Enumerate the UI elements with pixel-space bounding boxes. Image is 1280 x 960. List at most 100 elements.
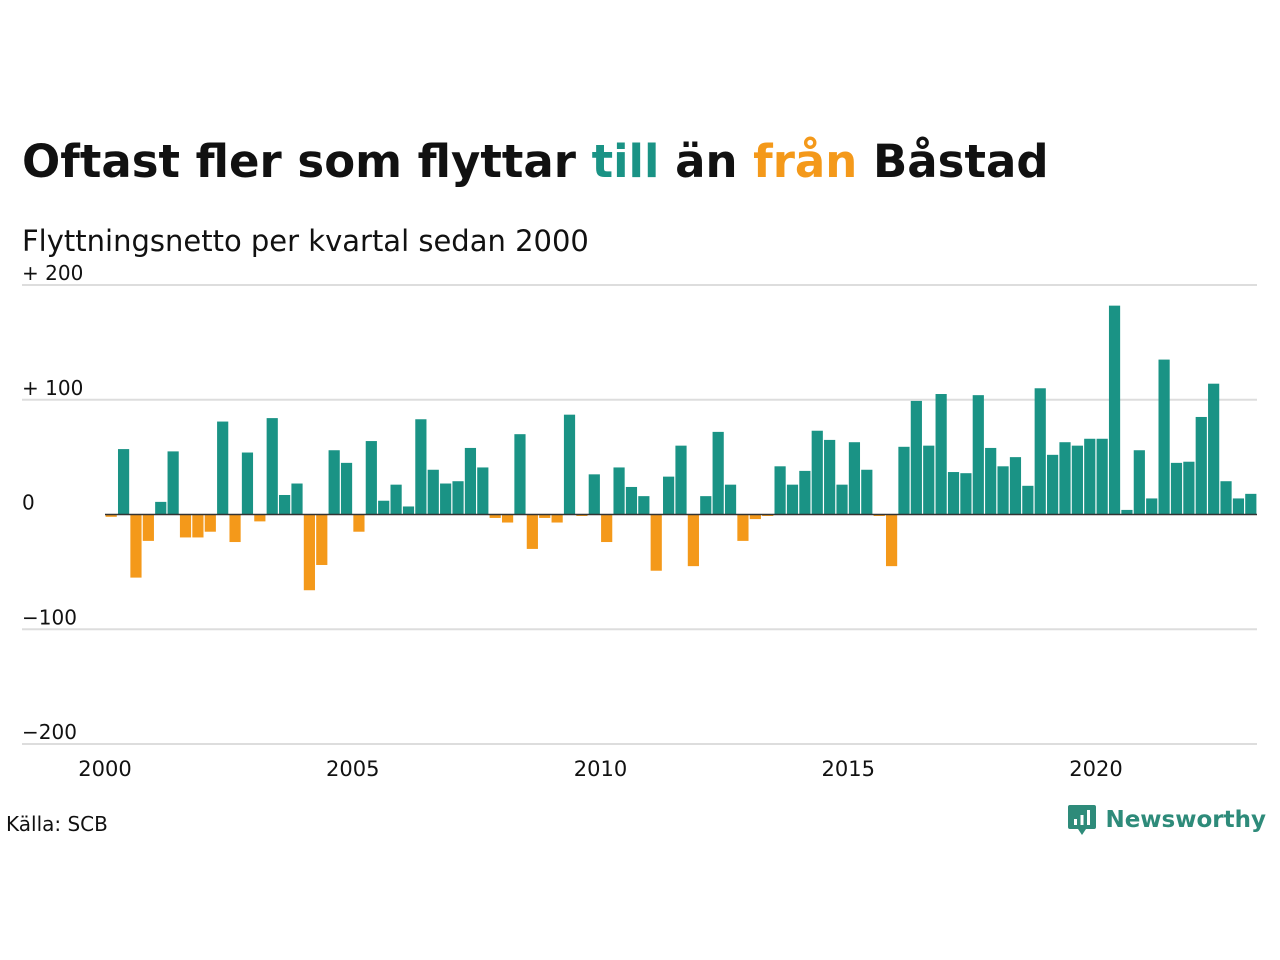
bar (1059, 442, 1071, 515)
bar (390, 484, 402, 515)
bar (687, 514, 699, 567)
x-tick-label: 2005 (326, 757, 379, 781)
title-highlight-in: till (591, 135, 660, 188)
bar (241, 452, 254, 515)
bar (663, 476, 675, 515)
bar (155, 501, 167, 515)
gridlines (22, 284, 1257, 745)
title-part-1: Oftast fler som flyttar (22, 135, 592, 188)
x-tick-label: 2020 (1069, 757, 1122, 781)
y-tick-label: + 200 (22, 261, 83, 285)
chart-subtitle: Flyttningsnetto per kvartal sedan 2000 (22, 224, 589, 258)
bar (935, 394, 947, 515)
bar (1170, 462, 1183, 515)
bar (1071, 445, 1083, 515)
bar (749, 514, 761, 520)
bar (365, 441, 377, 515)
bar (848, 442, 861, 515)
bar (501, 514, 514, 523)
bar (204, 514, 216, 532)
newsworthy-logo-icon (1068, 805, 1097, 835)
y-tick-label: 0 (22, 491, 35, 515)
bar (712, 431, 724, 515)
bar (179, 514, 192, 538)
bar (1084, 438, 1096, 515)
bar (885, 514, 898, 567)
bar (1232, 498, 1245, 515)
bar (588, 474, 600, 515)
source-label: Källa: SCB (6, 812, 108, 836)
bar (1108, 305, 1121, 515)
title-highlight-out: från (753, 135, 858, 188)
bar (1245, 493, 1257, 515)
bar (700, 496, 712, 515)
bar (1022, 485, 1034, 515)
y-tick-label: −200 (22, 720, 77, 744)
bar (316, 514, 328, 565)
bar (440, 483, 452, 515)
bar (601, 514, 613, 543)
bar (811, 430, 823, 515)
bar (402, 506, 415, 515)
bar (1158, 359, 1170, 515)
bar (910, 400, 922, 515)
bar (786, 484, 799, 515)
bar (799, 470, 811, 515)
bar (514, 434, 526, 515)
bar (625, 486, 638, 515)
bar (1146, 498, 1158, 515)
bar (427, 469, 439, 515)
bar (526, 514, 538, 549)
bar (254, 514, 266, 522)
bar (378, 500, 390, 515)
bar (650, 514, 662, 571)
bar (861, 469, 873, 515)
bar (192, 514, 204, 538)
bar (266, 418, 278, 515)
bar (105, 514, 117, 517)
bar (1220, 481, 1232, 515)
bar (1183, 461, 1195, 515)
y-tick-label: + 100 (22, 376, 83, 400)
bar (279, 494, 291, 515)
bar (563, 414, 576, 515)
x-tick-label: 2010 (574, 757, 627, 781)
bar (898, 446, 910, 515)
bar (489, 514, 501, 518)
y-tick-label: −100 (22, 605, 77, 629)
bar (551, 514, 563, 523)
brand: Newsworthy (1067, 803, 1266, 837)
bar (291, 483, 303, 515)
bar (303, 514, 315, 591)
bar (1096, 438, 1108, 515)
bar (477, 467, 489, 515)
x-tick-label: 2015 (821, 757, 874, 781)
bar (985, 447, 997, 515)
bar (675, 445, 687, 515)
title-part-3: Båstad (857, 135, 1049, 188)
bar (1047, 454, 1059, 515)
bar (1121, 509, 1133, 515)
bar (947, 472, 960, 515)
bar (960, 473, 972, 515)
bar (1195, 416, 1207, 515)
bar (824, 439, 836, 515)
bar (142, 514, 154, 541)
bar (972, 395, 984, 515)
bar (638, 496, 650, 515)
bar (1034, 388, 1046, 515)
bar (1133, 450, 1145, 515)
bar (167, 451, 179, 515)
bar (452, 481, 464, 515)
bar (613, 467, 625, 515)
bar (997, 466, 1009, 515)
bar (217, 421, 229, 515)
bar (464, 447, 477, 515)
bar (328, 450, 340, 515)
chart-title: Oftast fler som flyttar till än från Bås… (22, 132, 1049, 192)
bar (415, 419, 427, 515)
bar (737, 514, 749, 541)
bar (1208, 383, 1220, 515)
